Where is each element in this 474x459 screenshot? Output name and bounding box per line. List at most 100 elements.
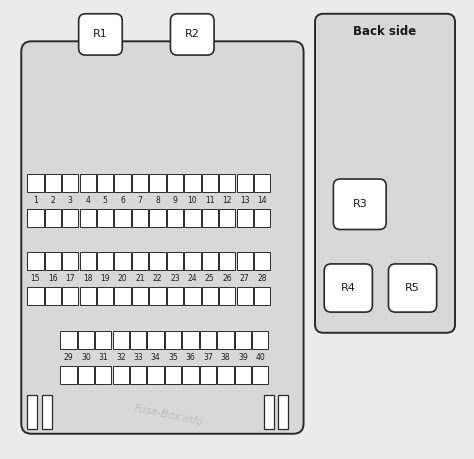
FancyBboxPatch shape [171,14,214,55]
Text: Back side: Back side [354,25,417,38]
Bar [60,366,77,384]
Text: 2: 2 [50,196,55,205]
FancyBboxPatch shape [389,264,437,312]
Text: 3: 3 [68,196,73,205]
Bar [113,366,129,384]
Bar [201,252,218,270]
Text: 32: 32 [116,353,126,362]
Bar [237,252,253,270]
Bar [217,366,234,384]
Text: 33: 33 [133,353,143,362]
Bar [219,287,236,305]
Text: 23: 23 [170,274,180,283]
Text: 6: 6 [120,196,125,205]
Bar [42,395,52,429]
Bar [278,395,288,429]
Bar [237,174,253,192]
Bar [219,174,236,192]
Text: 16: 16 [48,274,58,283]
Text: R1: R1 [93,29,108,39]
Text: R2: R2 [185,29,200,39]
Bar [167,287,183,305]
Bar [80,174,96,192]
Bar [62,252,78,270]
Bar [45,174,61,192]
Text: 19: 19 [100,274,110,283]
Bar [27,252,44,270]
Bar [97,174,113,192]
Text: 5: 5 [103,196,108,205]
Bar [62,287,78,305]
Bar [97,252,113,270]
Text: 8: 8 [155,196,160,205]
Text: 38: 38 [220,353,230,362]
Bar [254,174,270,192]
Text: 4: 4 [85,196,90,205]
FancyBboxPatch shape [21,41,303,434]
Bar [97,287,113,305]
Bar [201,209,218,227]
Bar [252,331,268,349]
Text: 13: 13 [240,196,249,205]
Text: R5: R5 [405,283,420,293]
Bar [167,252,183,270]
Bar [184,287,201,305]
Bar [149,287,165,305]
Text: Fuse-Box.info: Fuse-Box.info [133,403,203,428]
Bar [95,366,111,384]
Bar [113,331,129,349]
Bar [167,174,183,192]
Text: R4: R4 [341,283,356,293]
Bar [114,209,131,227]
Text: 29: 29 [64,353,73,362]
Text: 27: 27 [240,274,249,283]
Text: 10: 10 [188,196,197,205]
Bar [219,209,236,227]
Bar [182,331,199,349]
Bar [95,331,111,349]
FancyBboxPatch shape [79,14,122,55]
Bar [182,366,199,384]
Text: 39: 39 [238,353,248,362]
Bar [201,287,218,305]
Bar [149,209,165,227]
Bar [254,252,270,270]
FancyBboxPatch shape [324,264,373,312]
Bar [45,252,61,270]
Bar [132,287,148,305]
Bar [114,287,131,305]
Text: 26: 26 [222,274,232,283]
Bar [252,366,268,384]
Bar [235,331,251,349]
Bar [237,209,253,227]
Bar [132,174,148,192]
Text: 1: 1 [33,196,38,205]
Bar [80,252,96,270]
Bar [80,209,96,227]
Text: 40: 40 [255,353,265,362]
Text: 15: 15 [30,274,40,283]
Text: 25: 25 [205,274,215,283]
Bar [27,174,44,192]
Bar [60,331,77,349]
Text: 31: 31 [99,353,108,362]
Bar [147,331,164,349]
Text: 7: 7 [137,196,143,205]
Bar [165,331,181,349]
Bar [200,331,216,349]
Text: 21: 21 [135,274,145,283]
Bar [149,252,165,270]
Bar [237,287,253,305]
Bar [27,287,44,305]
Bar [130,366,146,384]
Text: 18: 18 [83,274,92,283]
Text: 17: 17 [65,274,75,283]
Bar [45,287,61,305]
Bar [78,331,94,349]
Bar [200,366,216,384]
Bar [264,395,273,429]
Text: 30: 30 [81,353,91,362]
Text: 14: 14 [257,196,267,205]
Bar [217,331,234,349]
Text: 22: 22 [153,274,162,283]
